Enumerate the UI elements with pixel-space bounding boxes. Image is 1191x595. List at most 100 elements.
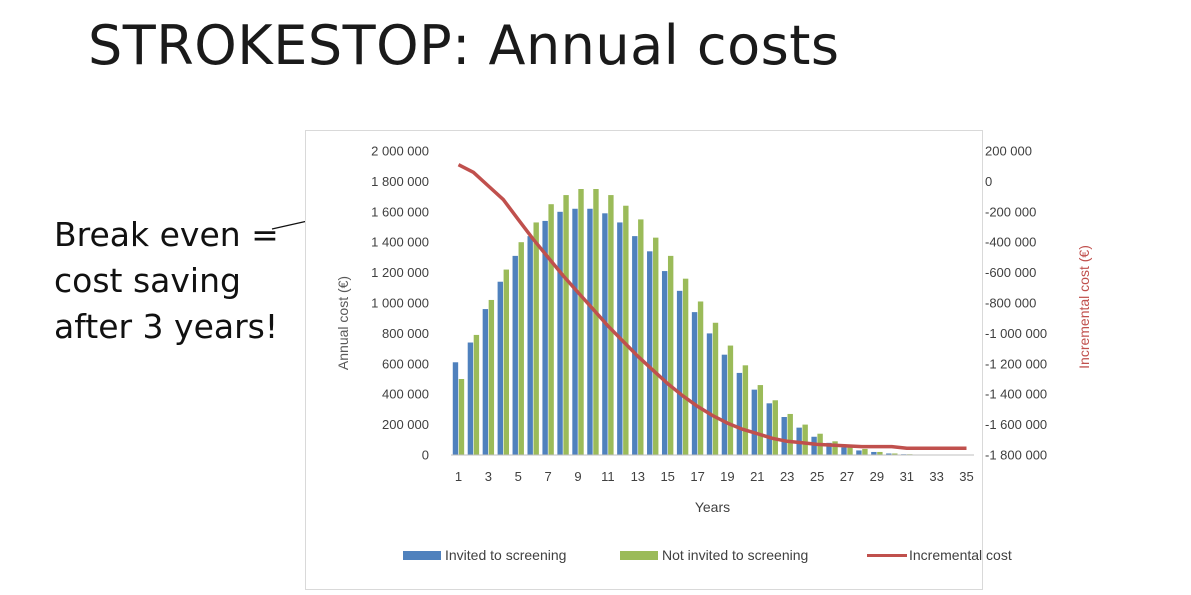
bar-invited-27 [841, 447, 847, 455]
bar-not-invited-24 [802, 424, 808, 455]
right-tick-label: 200 000 [985, 144, 1032, 159]
bar-not-invited-15 [667, 255, 674, 455]
x-tick-label: 33 [929, 469, 943, 484]
bar-invited-10 [587, 208, 593, 455]
bar-not-invited-23 [787, 413, 793, 455]
bar-not-invited-16 [682, 278, 689, 455]
x-tick-label: 15 [660, 469, 674, 484]
x-tick-label: 11 [601, 469, 615, 484]
bar-invited-28 [856, 450, 862, 455]
bar-not-invited-10 [593, 189, 599, 455]
bar-not-invited-7 [548, 204, 554, 455]
x-tick-label: 31 [900, 469, 914, 484]
left-tick-label: 800 000 [382, 326, 429, 341]
bar-not-invited-18 [712, 322, 719, 455]
left-tick-label: 2 000 000 [371, 144, 429, 159]
bar-not-invited-30 [892, 453, 898, 455]
x-tick-label: 19 [720, 469, 734, 484]
bar-not-invited-19 [727, 345, 734, 455]
annual-costs-chart: 0 200 000 400 000 600 000 800 000 1 000 000 1 … [335, 144, 1092, 564]
bar-invited-26 [826, 442, 832, 455]
bar-invited-11 [602, 213, 608, 455]
right-tick-label: -400 000 [985, 235, 1036, 250]
bar-invited-13 [632, 236, 638, 455]
bar-not-invited-2 [473, 334, 480, 455]
x-tick-label: 13 [631, 469, 645, 484]
bar-invited-23 [781, 417, 787, 455]
bar-not-invited-5 [518, 242, 524, 455]
bar-not-invited-22 [772, 400, 778, 455]
x-tick-label: 7 [544, 469, 551, 484]
right-tick-label: -1 400 000 [985, 387, 1047, 402]
right-tick-label: -1 600 000 [985, 417, 1047, 432]
chart-container: 0 200 000 400 000 600 000 800 000 1 000 000 1 … [305, 130, 1092, 590]
bar-not-invited-27 [847, 445, 853, 455]
bar-invited-3 [482, 309, 489, 455]
right-tick-label: 0 [985, 174, 992, 189]
legend-label-not-invited: Not invited to screening [662, 547, 808, 563]
legend-swatch-invited [403, 551, 441, 560]
annotation-line-3: after 3 years! [54, 307, 279, 346]
left-axis-ticks: 0 200 000 400 000 600 000 800 000 1 000 000 1 … [371, 144, 429, 463]
right-tick-label: -200 000 [985, 204, 1036, 219]
right-tick-label: -600 000 [985, 265, 1036, 280]
left-tick-label: 1 400 000 [371, 235, 429, 250]
x-tick-label: 3 [485, 469, 492, 484]
bar-not-invited-21 [757, 385, 764, 455]
left-tick-label: 1 200 000 [371, 265, 429, 280]
legend-swatch-not-invited [620, 551, 658, 560]
bar-invited-18 [706, 333, 713, 455]
bar-invited-9 [572, 208, 578, 455]
right-tick-label: -1 000 000 [985, 326, 1047, 341]
bar-invited-25 [811, 436, 817, 455]
bars-group [452, 189, 973, 455]
bar-not-invited-4 [503, 269, 509, 455]
bar-not-invited-17 [697, 301, 704, 455]
bar-not-invited-1 [458, 379, 465, 455]
bar-not-invited-20 [742, 365, 749, 455]
incremental-cost-line [457, 163, 967, 450]
bar-invited-4 [497, 281, 503, 455]
bar-invited-1 [452, 362, 459, 455]
bar-not-invited-3 [488, 299, 495, 455]
break-even-annotation: Break even = cost saving after 3 years! [54, 212, 279, 350]
left-tick-label: 1 000 000 [371, 296, 429, 311]
left-tick-label: 400 000 [382, 387, 429, 402]
annotation-line-1: Break even = [54, 215, 279, 254]
x-tick-label: 29 [870, 469, 884, 484]
right-axis-title: Incremental cost (€) [1076, 245, 1092, 369]
bar-not-invited-28 [862, 448, 868, 455]
bar-invited-29 [871, 451, 877, 455]
bar-invited-2 [467, 342, 474, 455]
bar-invited-8 [557, 211, 563, 455]
bar-invited-22 [766, 403, 772, 455]
x-tick-label: 5 [515, 469, 522, 484]
bar-not-invited-6 [533, 222, 539, 455]
x-tick-label: 21 [750, 469, 764, 484]
bar-not-invited-12 [623, 205, 629, 455]
x-tick-label: 35 [959, 469, 973, 484]
bar-invited-15 [661, 271, 668, 455]
left-tick-label: 200 000 [382, 417, 429, 432]
x-axis-ticks: 1 3 5 7 9 11 13 15 17 19 21 23 25 27 29 31 33 35 [455, 469, 974, 484]
bar-not-invited-11 [608, 195, 614, 455]
x-tick-label: 27 [840, 469, 854, 484]
bar-invited-16 [676, 290, 683, 455]
bar-invited-19 [721, 354, 728, 455]
bar-not-invited-8 [563, 195, 569, 455]
bar-not-invited-13 [638, 219, 644, 455]
legend-label-incremental: Incremental cost [909, 547, 1012, 563]
left-tick-label: 1 800 000 [371, 174, 429, 189]
bar-not-invited-26 [832, 441, 838, 455]
x-tick-label: 17 [690, 469, 704, 484]
right-axis-ticks: -1 800 000 -1 600 000 -1 400 000 -1 200 000… [985, 144, 1047, 463]
bar-not-invited-14 [653, 237, 659, 455]
bar-invited-20 [736, 372, 743, 455]
x-tick-label: 1 [455, 469, 462, 484]
bar-invited-5 [512, 255, 518, 455]
bar-invited-17 [691, 312, 698, 455]
legend: Invited to screening Not invited to scre… [403, 547, 1012, 563]
left-tick-label: 600 000 [382, 356, 429, 371]
right-tick-label: -1 200 000 [985, 356, 1047, 371]
x-tick-label: 25 [810, 469, 824, 484]
